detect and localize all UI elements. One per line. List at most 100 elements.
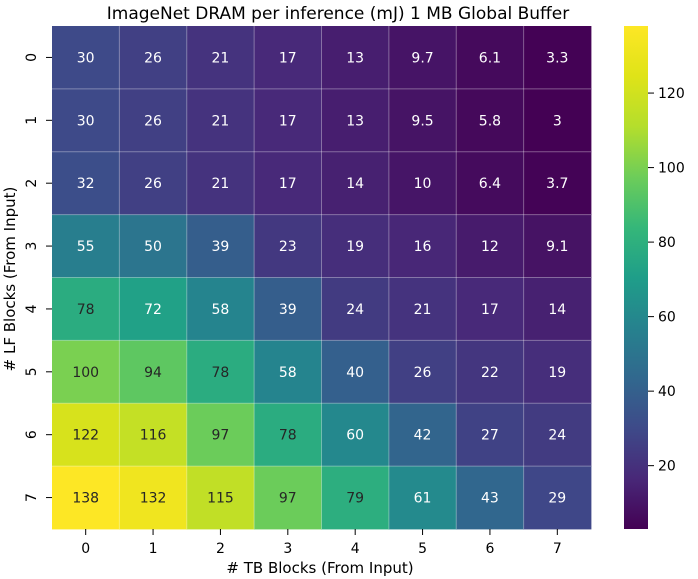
cell-value-label: 32 <box>77 176 95 192</box>
cell-value-label: 61 <box>414 491 432 507</box>
y-axis: 0 1 2 3 4 5 6 7 <box>24 53 52 502</box>
heatmap-cell <box>186 340 255 404</box>
heatmap-cell <box>456 214 525 278</box>
cell-value-label: 39 <box>212 239 230 255</box>
cell-value-label: 21 <box>414 302 432 318</box>
y-tick-label: 1 <box>24 116 40 125</box>
cell-value-label: 17 <box>481 302 499 318</box>
cell-value-label: 40 <box>346 365 364 381</box>
y-tick-label: 7 <box>24 493 40 502</box>
heatmap-cell <box>254 214 322 278</box>
heatmap-cell <box>456 340 525 404</box>
cell-value-label: 14 <box>548 302 566 318</box>
x-tick-label: 7 <box>553 541 562 557</box>
cell-value-label: 24 <box>346 302 364 318</box>
heatmap-cell <box>388 277 457 341</box>
cell-value-label: 100 <box>72 365 99 381</box>
x-tick-label: 6 <box>485 541 494 557</box>
cell-value-label: 6.1 <box>479 50 501 66</box>
heatmap-cell <box>254 340 322 404</box>
heatmap-cell <box>52 466 120 530</box>
cell-value-label: 3.3 <box>546 50 568 66</box>
cell-value-label: 42 <box>414 428 432 444</box>
cell-value-label: 6.4 <box>479 176 501 192</box>
heatmap-cell <box>388 26 457 90</box>
heatmap-cell <box>119 403 188 467</box>
cell-value-label: 9.7 <box>411 50 433 66</box>
x-tick-label: 1 <box>149 541 158 557</box>
y-tick-label: 0 <box>24 53 40 62</box>
heatmap-cell <box>523 214 592 278</box>
heatmap-cell <box>254 277 322 341</box>
x-axis: 0 1 2 3 4 5 6 7 <box>81 529 562 557</box>
cell-value-label: 29 <box>548 491 566 507</box>
cell-value-label: 60 <box>346 428 364 444</box>
x-tick-label: 4 <box>351 541 360 557</box>
cell-value-label: 19 <box>346 239 364 255</box>
heatmap-cell <box>52 214 120 278</box>
cell-value-label: 26 <box>144 176 162 192</box>
heatmap-cell <box>186 214 255 278</box>
cell-value-label: 97 <box>212 428 230 444</box>
cell-value-label: 17 <box>279 50 297 66</box>
heatmap-cell <box>388 214 457 278</box>
cell-labels: 30 26 21 17 13 9.7 6.1 3.3 30 26 21 17 13 9.5 5.8 3 32 26… <box>72 50 568 506</box>
heatmap-cell <box>52 403 120 467</box>
heatmap-cell <box>388 466 457 530</box>
cell-value-label: 17 <box>279 113 297 129</box>
cell-value-label: 94 <box>144 365 162 381</box>
cell-value-label: 58 <box>279 365 297 381</box>
heatmap-cell <box>186 403 255 467</box>
heatmap-cell <box>523 88 592 153</box>
colorbar-tick-label: 60 <box>658 310 676 326</box>
cell-value-label: 39 <box>279 302 297 318</box>
y-axis-label: # LF Blocks (From Input) <box>1 187 19 372</box>
heatmap-cell <box>456 151 525 216</box>
cell-value-label: 79 <box>346 491 364 507</box>
heatmap-cell <box>119 277 188 341</box>
y-tick-label: 5 <box>24 367 40 376</box>
cell-value-label: 3.7 <box>546 176 568 192</box>
cell-value-label: 22 <box>481 365 499 381</box>
x-tick-label: 0 <box>81 541 90 557</box>
cell-value-label: 43 <box>481 491 499 507</box>
heatmap-cell <box>52 26 120 90</box>
cell-value-label: 21 <box>212 50 230 66</box>
heatmap-cell <box>321 340 390 404</box>
cell-value-label: 26 <box>144 113 162 129</box>
x-axis-label: # TB Blocks (From Input) <box>226 559 413 577</box>
cell-value-label: 78 <box>77 302 95 318</box>
cell-value-label: 26 <box>144 50 162 66</box>
heatmap-cell <box>456 277 525 341</box>
heatmap-cell <box>254 403 322 467</box>
heatmap-cell <box>456 466 525 530</box>
cell-value-label: 9.5 <box>411 113 433 129</box>
cell-value-label: 26 <box>414 365 432 381</box>
colorbar <box>624 26 648 529</box>
heatmap-cell <box>52 340 120 404</box>
cell-value-label: 78 <box>212 365 230 381</box>
cell-value-label: 50 <box>144 239 162 255</box>
heatmap-cell <box>321 88 390 153</box>
cell-value-label: 16 <box>414 239 432 255</box>
colorbar-ticks: 20 40 60 80 100 120 <box>648 86 685 475</box>
cell-value-label: 23 <box>279 239 297 255</box>
cell-value-label: 21 <box>212 176 230 192</box>
heatmap-cell <box>523 403 592 467</box>
heatmap-cell <box>388 151 457 216</box>
heatmap-cell <box>186 277 255 341</box>
heatmap-cell <box>388 403 457 467</box>
x-tick-label: 2 <box>216 541 225 557</box>
heatmap-cell <box>523 26 592 90</box>
cell-value-label: 55 <box>77 239 95 255</box>
heatmap-cells <box>52 26 592 530</box>
heatmap-cell <box>186 466 255 530</box>
cell-value-label: 19 <box>548 365 566 381</box>
cell-value-label: 3 <box>553 113 562 129</box>
colorbar-tick-label: 100 <box>658 161 685 177</box>
y-tick-label: 6 <box>24 430 40 439</box>
colorbar-tick-label: 40 <box>658 384 676 400</box>
heatmap-cell <box>186 151 255 216</box>
cell-value-label: 132 <box>140 491 167 507</box>
heatmap-cell <box>523 340 592 404</box>
